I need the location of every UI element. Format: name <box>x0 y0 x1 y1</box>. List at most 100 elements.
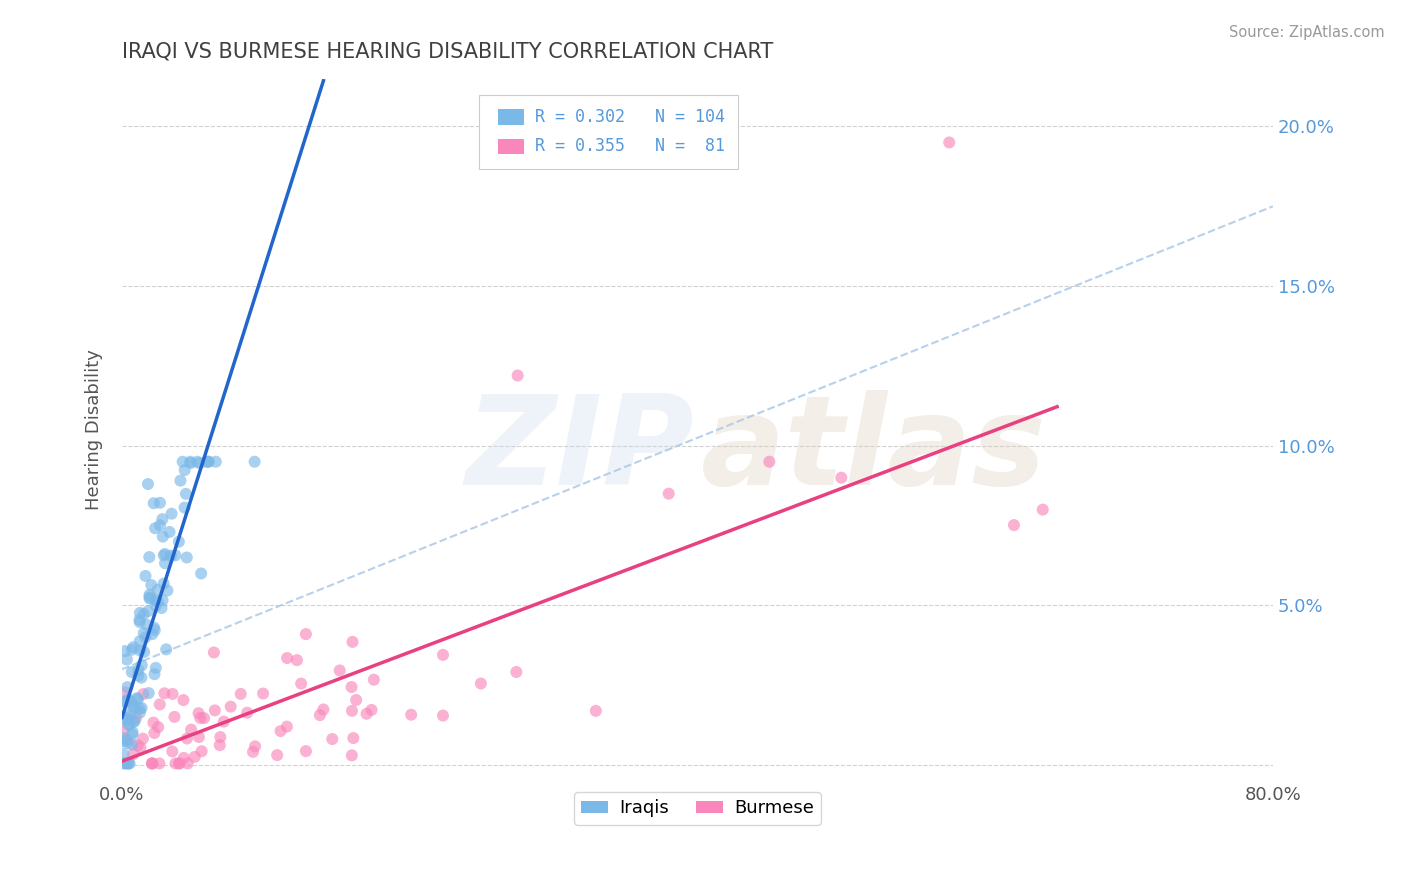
Point <box>128 634 150 648</box>
Point <box>143 621 166 635</box>
Point <box>342 731 364 745</box>
Point <box>124 714 146 728</box>
Point <box>186 455 208 469</box>
Point <box>118 706 141 721</box>
Point <box>129 606 152 620</box>
Point <box>121 738 143 752</box>
Point <box>112 734 135 748</box>
Point <box>114 695 136 709</box>
Point <box>134 645 156 659</box>
Point <box>132 731 155 746</box>
Point <box>167 534 190 549</box>
Point <box>160 549 183 563</box>
Point <box>125 711 148 725</box>
Point <box>266 748 288 763</box>
Point <box>285 653 308 667</box>
Text: IRAQI VS BURMESE HEARING DISABILITY CORRELATION CHART: IRAQI VS BURMESE HEARING DISABILITY CORR… <box>122 42 773 62</box>
Point <box>172 455 194 469</box>
Point <box>132 626 155 640</box>
Point <box>152 549 174 563</box>
Point <box>470 676 492 690</box>
Point <box>208 738 231 752</box>
Point <box>329 664 352 678</box>
Point <box>112 756 135 771</box>
Text: ZIP: ZIP <box>465 391 695 511</box>
Point <box>432 708 454 723</box>
Point <box>138 591 160 605</box>
Point <box>122 747 145 762</box>
Point <box>117 692 139 706</box>
Point <box>160 507 183 521</box>
Point <box>176 756 198 771</box>
Point <box>204 703 226 717</box>
Point <box>176 731 198 746</box>
Point <box>114 685 136 699</box>
Point <box>129 643 152 657</box>
Point <box>148 756 170 771</box>
Point <box>360 703 382 717</box>
Point <box>127 738 149 752</box>
Point <box>506 368 529 383</box>
Point <box>658 486 681 500</box>
Point <box>143 726 166 740</box>
Point <box>138 591 160 606</box>
Point <box>138 549 160 564</box>
Point <box>134 569 156 583</box>
Point <box>135 617 157 632</box>
Point <box>276 720 298 734</box>
Point <box>162 744 184 758</box>
Point <box>242 745 264 759</box>
Point <box>309 708 332 723</box>
Point <box>363 673 385 687</box>
Text: R = 0.355   N =  81: R = 0.355 N = 81 <box>536 137 725 155</box>
FancyBboxPatch shape <box>498 138 523 154</box>
Point <box>121 665 143 679</box>
Point <box>131 701 153 715</box>
Point <box>146 594 169 608</box>
Point <box>150 512 173 526</box>
Point <box>145 661 167 675</box>
Point <box>136 604 159 618</box>
Text: R = 0.302   N = 104: R = 0.302 N = 104 <box>536 108 725 126</box>
Point <box>312 702 335 716</box>
Point <box>174 487 197 501</box>
Y-axis label: Hearing Disability: Hearing Disability <box>86 350 103 510</box>
Point <box>143 624 166 638</box>
Point <box>1032 502 1054 516</box>
Point <box>112 723 135 737</box>
Point <box>121 727 143 741</box>
Point <box>340 704 363 718</box>
Point <box>149 518 172 533</box>
Point <box>131 658 153 673</box>
Point <box>128 613 150 627</box>
Point <box>163 710 186 724</box>
Point <box>152 593 174 607</box>
Point <box>202 645 225 659</box>
Point <box>122 699 145 714</box>
Point <box>321 731 343 746</box>
Point <box>115 713 138 727</box>
Point <box>153 547 176 561</box>
Point <box>117 756 139 771</box>
Point <box>132 607 155 621</box>
Point <box>117 717 139 731</box>
Point <box>146 582 169 597</box>
Point <box>505 665 527 679</box>
Point <box>270 724 292 739</box>
Point <box>149 496 172 510</box>
Point <box>585 704 607 718</box>
Point <box>229 687 252 701</box>
Point <box>153 686 176 700</box>
Point <box>183 750 205 764</box>
Point <box>117 680 139 694</box>
Point <box>131 671 153 685</box>
Point <box>758 455 780 469</box>
Point <box>188 456 211 470</box>
Point <box>143 667 166 681</box>
Point <box>276 651 298 665</box>
Point <box>204 455 226 469</box>
Point <box>340 748 363 763</box>
Point <box>165 756 187 771</box>
Point <box>173 751 195 765</box>
Point <box>122 714 145 729</box>
